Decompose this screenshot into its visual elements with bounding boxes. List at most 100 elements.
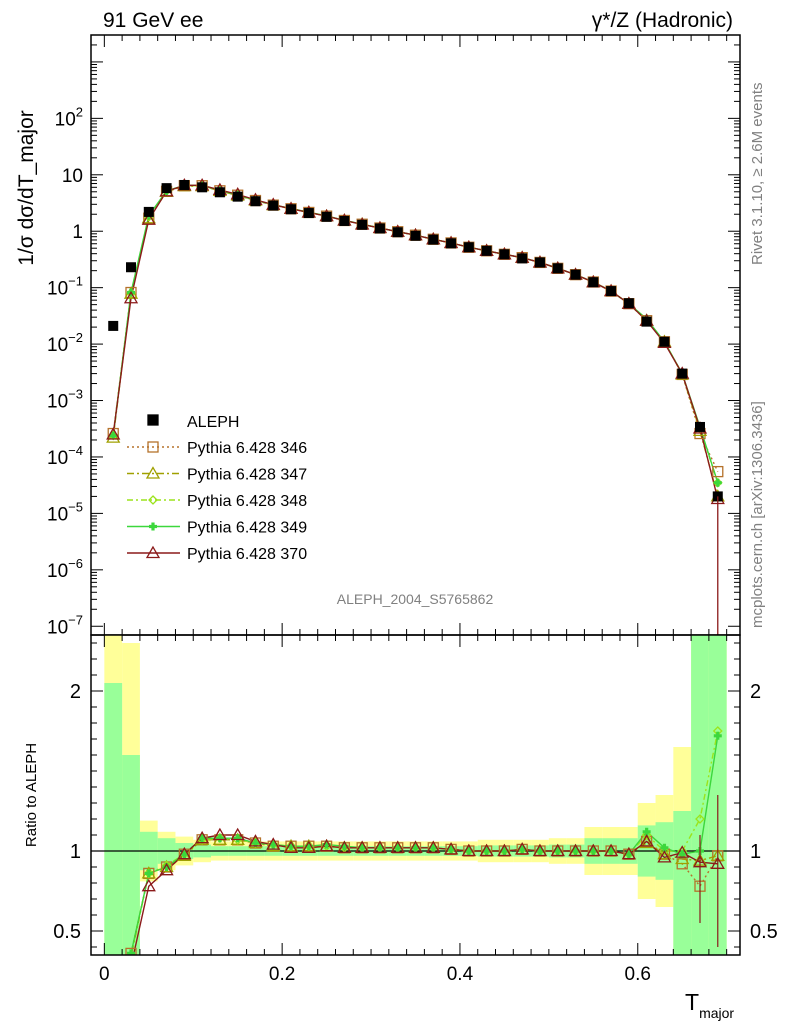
data-point <box>641 316 652 327</box>
data-point <box>108 320 119 331</box>
data-point <box>392 227 403 238</box>
ratio-series-5-point <box>248 834 263 847</box>
ratio-series-4-point <box>358 843 367 852</box>
y-tick-label-base: 10 <box>55 109 76 130</box>
y-tick-label-base: 10 <box>47 335 68 356</box>
ratio-series-4-point <box>180 850 189 859</box>
ratio-series-2-point <box>107 1003 119 1014</box>
ratio-series-5-point <box>337 840 352 853</box>
data-point <box>588 277 599 288</box>
data-point <box>606 286 617 297</box>
data-point <box>570 269 581 280</box>
rivet-label: Rivet 3.1.10, ≥ 2.6M events <box>749 83 766 266</box>
band-green <box>691 635 709 955</box>
series-5-point <box>123 290 139 304</box>
data-point <box>214 187 225 198</box>
legend-marker <box>149 522 157 531</box>
data-point <box>517 253 528 264</box>
y-tick-label-exp: 2 <box>76 104 83 119</box>
mcplots-label: mcplots.cern.ch [arXiv:1306.3436] <box>749 401 766 628</box>
y-tick-label-exp: −1 <box>68 274 83 289</box>
data-point <box>481 245 492 256</box>
ratio-series-4-point <box>660 843 669 852</box>
ratio-series-5-point <box>497 843 512 857</box>
data-point <box>694 421 705 432</box>
watermark: ALEPH_2004_S5765862 <box>337 591 494 607</box>
y-axis-title-top: 1/σ dσ/dT_major <box>15 110 38 265</box>
series-4-point <box>109 431 118 440</box>
series-5-point <box>106 427 121 440</box>
ratio-series-5-point <box>195 830 210 844</box>
ratio-series-5-point <box>266 837 281 850</box>
legend-label: Pythia 6.428 349 <box>187 520 307 537</box>
ratio-series-4-point <box>553 847 562 856</box>
data-point <box>463 242 474 253</box>
ratio-series-3-point <box>695 814 705 824</box>
ratio-series-5-point <box>532 843 548 857</box>
legend-marker <box>145 545 161 559</box>
ratio-series-5-point <box>639 834 654 847</box>
y-tick-label-exp: −4 <box>68 443 83 458</box>
y-tick-label-exp: −7 <box>68 612 83 627</box>
ratio-series-4-point <box>624 850 633 859</box>
data-point <box>446 238 457 249</box>
ratio-series-5-point <box>443 842 459 855</box>
ratio-series-2-point <box>639 835 654 849</box>
ratio-series-5-point <box>657 850 672 863</box>
ratio-series-4-point <box>713 731 722 740</box>
ratio-series-4-point <box>535 847 544 856</box>
ratio-series-5-point <box>107 1003 119 1014</box>
ratio-series-4-point <box>162 863 171 872</box>
data-point <box>197 182 208 193</box>
ratio-series-5-point <box>550 843 565 857</box>
x-tick-label: 0.2 <box>269 964 295 985</box>
y-tick-label: 10−6 <box>47 556 83 582</box>
y-tick-label: 10−5 <box>47 499 83 525</box>
y-tick-label-base: 10 <box>62 166 83 187</box>
ratio-series-5-point <box>141 878 156 892</box>
series-5-point <box>141 212 156 225</box>
ratio-series-4-point <box>198 834 207 843</box>
ratio-series-1-point <box>108 1004 118 1014</box>
y-tick-label-exp: −6 <box>68 556 83 571</box>
x-tick-label: 0 <box>99 964 110 985</box>
y-tick-label-base: 1 <box>72 222 83 243</box>
ratio-series-4-point <box>251 839 260 848</box>
ratio-series-4-point <box>215 834 224 843</box>
ratio-series-4-point <box>144 869 153 878</box>
data-point <box>126 262 137 273</box>
ratio-series-5-point <box>125 960 137 971</box>
y-tick-label: 1 <box>70 841 81 863</box>
ratio-series-2-point <box>675 851 690 865</box>
data-point <box>552 263 563 274</box>
ratio-series-5-point <box>675 845 690 858</box>
data-point <box>232 191 243 202</box>
y-tick-label-exp: −5 <box>68 499 83 514</box>
ratio-series-5-point <box>301 840 316 853</box>
legend-marker-data <box>147 414 159 426</box>
ratio-series-4-point <box>482 847 491 856</box>
data-point <box>268 200 279 211</box>
y-tick-label: 10−4 <box>47 443 83 469</box>
plot-frame-ratio <box>90 634 741 956</box>
data-point <box>623 298 634 309</box>
ratio-series-2-point <box>657 846 672 860</box>
ratio-series-5-point <box>603 843 619 857</box>
legend: ALEPH Pythia 6.428 346 Pythia 6.428 347 Pyt… <box>127 414 307 563</box>
legend-marker <box>145 466 161 479</box>
data-point <box>677 368 688 379</box>
y-tick-label-base: 10 <box>47 279 68 300</box>
ratio-series-4-point <box>607 847 616 856</box>
data-point <box>428 234 439 245</box>
ratio-series-4-point <box>375 843 384 852</box>
data-point <box>357 219 368 230</box>
legend-label: Pythia 6.428 348 <box>187 493 307 510</box>
series-4-point <box>713 478 722 487</box>
ratio-series-4-point <box>340 842 349 851</box>
y-tick-label-right: 2 <box>750 681 761 703</box>
x-tick-label: 0.6 <box>625 964 651 985</box>
header-left: 91 GeV ee <box>103 9 203 32</box>
ratio-series-4-point <box>447 845 456 854</box>
data-point <box>286 204 297 215</box>
